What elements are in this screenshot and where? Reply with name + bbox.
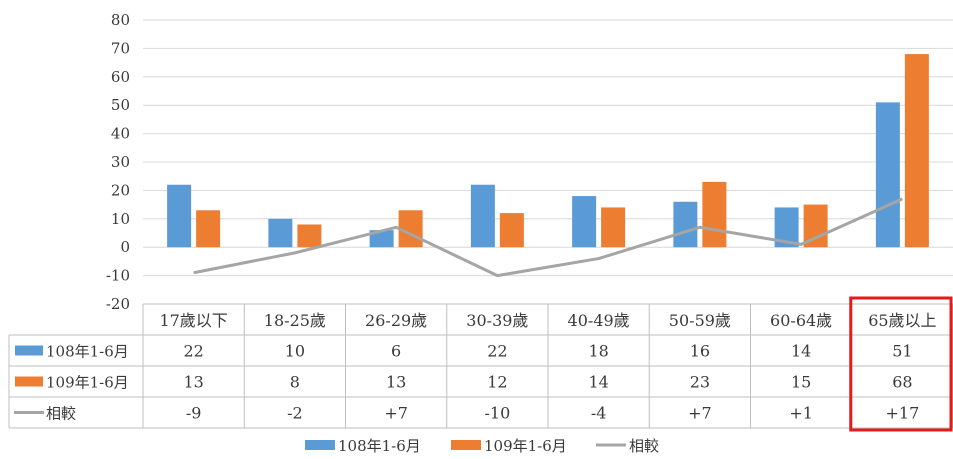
legend-key — [305, 440, 335, 450]
y-tick-label: 50 — [111, 96, 130, 114]
category-label: 26-29歲 — [365, 311, 427, 330]
table-cell: 16 — [690, 342, 710, 361]
table-cell: 22 — [183, 342, 203, 361]
category-label: 18-25歲 — [264, 311, 326, 330]
bar-series2 — [601, 207, 626, 248]
table-cell: 51 — [892, 342, 912, 361]
table-cell: 6 — [391, 342, 401, 361]
table-cell: +17 — [885, 404, 919, 423]
bar-series1 — [167, 184, 192, 248]
row-header: 108年1-6月 — [46, 343, 129, 361]
y-tick-label: 60 — [111, 68, 130, 86]
table-cell: +1 — [789, 404, 813, 423]
category-label: 60-64歲 — [770, 311, 832, 330]
bar-series1 — [470, 184, 495, 248]
y-tick-label: 20 — [111, 181, 130, 199]
row-header: 相較 — [46, 405, 76, 423]
category-label: 30-39歲 — [466, 311, 528, 330]
table-cell: 13 — [386, 373, 406, 392]
highlight-box — [849, 296, 953, 432]
legend-label: 109年1-6月 — [484, 437, 567, 455]
y-tick-label: 10 — [111, 210, 130, 228]
legend-label: 108年1-6月 — [338, 437, 421, 455]
table-cell: 12 — [487, 373, 507, 392]
y-tick-label: 80 — [111, 11, 130, 29]
bar-series2 — [196, 210, 221, 248]
y-tick-label: 30 — [111, 153, 130, 171]
table-cell: -9 — [186, 404, 202, 423]
y-tick-label: -10 — [106, 267, 130, 285]
bar-series1 — [268, 218, 293, 248]
y-tick-label: 0 — [120, 238, 130, 256]
table-cell: 8 — [290, 373, 300, 392]
bar-series1 — [673, 201, 698, 248]
row-legend-key — [15, 376, 43, 387]
bar-series1 — [572, 196, 597, 248]
bar-series1 — [875, 102, 900, 248]
table-cell: 68 — [892, 373, 912, 392]
table-cell: -4 — [591, 404, 607, 423]
bar-series2 — [297, 224, 322, 248]
category-label: 65歲以上 — [868, 311, 936, 330]
table-cell: 10 — [285, 342, 305, 361]
bar-series2 — [398, 210, 423, 248]
y-tick-label: 40 — [111, 125, 130, 143]
table-cell: 14 — [588, 373, 608, 392]
table-cell: -2 — [287, 404, 303, 423]
y-tick-label: -20 — [106, 295, 130, 313]
bar-series1 — [369, 230, 394, 248]
table-cell: +7 — [688, 404, 712, 423]
row-legend-key — [15, 345, 43, 356]
line-series-compare — [193, 197, 903, 278]
legend-key — [451, 440, 481, 450]
table-cell: 18 — [588, 342, 608, 361]
bar-series2 — [499, 213, 524, 248]
category-label: 50-59歲 — [669, 311, 731, 330]
table-cell: +7 — [384, 404, 408, 423]
table-cell: 22 — [487, 342, 507, 361]
table-cell: 13 — [183, 373, 203, 392]
table-cell: 15 — [791, 373, 811, 392]
row-header: 109年1-6月 — [46, 374, 129, 392]
table-cell: 23 — [690, 373, 710, 392]
y-tick-label: 70 — [111, 39, 130, 57]
bar-series2 — [904, 54, 929, 248]
legend-label: 相較 — [629, 437, 659, 455]
category-label: 40-49歲 — [568, 311, 630, 330]
category-label: 17歲以下 — [159, 311, 227, 330]
bar-series2 — [702, 181, 727, 248]
table-cell: -10 — [484, 404, 510, 423]
table-cell: 14 — [791, 342, 811, 361]
